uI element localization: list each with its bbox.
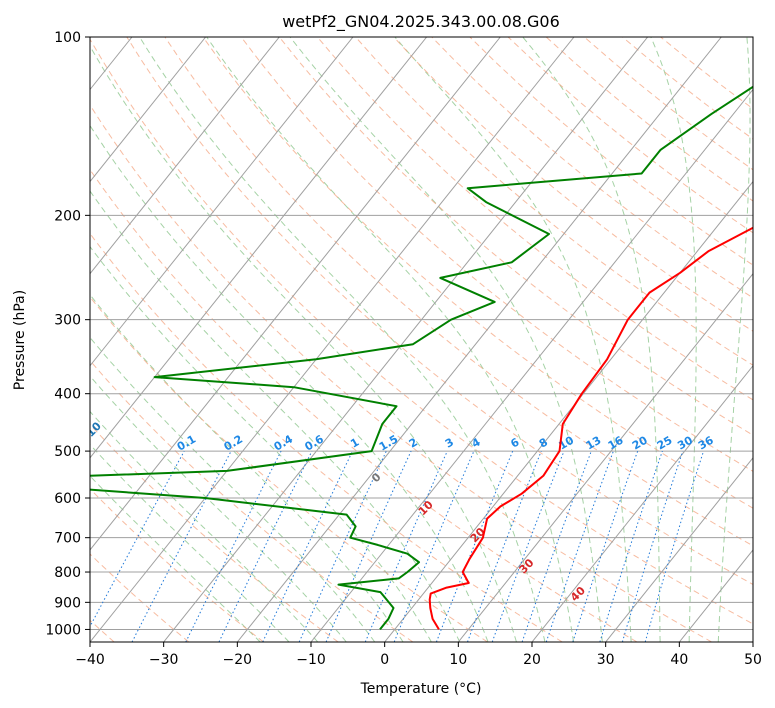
y-tick-label: 200 (54, 208, 81, 224)
moist-adiabat (90, 45, 517, 642)
mixing-ratio-line (599, 450, 663, 642)
y-tick-label: 700 (54, 531, 81, 547)
dry-adiabat (278, 37, 753, 436)
moist-adiabat (289, 37, 603, 642)
mixing-ratio-line (521, 450, 592, 642)
isotherm (90, 37, 354, 367)
moist-adiabat (394, 37, 632, 642)
isotherm (90, 37, 428, 459)
mixing-ratio-line (185, 450, 282, 642)
mixing-ratio-line (325, 450, 412, 642)
dry-adiabat (393, 37, 753, 332)
dry-adiabat (90, 168, 638, 642)
mixing-ratio-lines (90, 450, 705, 642)
mixing-ratio-line (621, 450, 684, 642)
y-tick-label: 400 (54, 387, 81, 403)
dry-adiabat (90, 296, 488, 642)
chart-title: wetPf2_GN04.2025.343.00.08.G06 (282, 12, 560, 32)
moist-adiabat (650, 37, 697, 642)
moist-adiabat (139, 37, 546, 642)
y-tick-label: 800 (54, 565, 81, 581)
mixing-ratio-line (467, 450, 542, 642)
dry-adiabat (317, 37, 753, 401)
isotherm (236, 37, 722, 642)
dry-adiabat (164, 37, 753, 547)
dry-adiabat (90, 104, 712, 642)
y-tick-label: 100 (54, 30, 81, 46)
y-axis-label: Pressure (hPa) (12, 290, 28, 390)
moist-adiabat (90, 475, 261, 642)
isotherm (310, 88, 753, 642)
mixing-ratio-line (90, 450, 185, 628)
dry-adiabat (90, 423, 339, 642)
y-tick-label: 900 (54, 595, 81, 611)
isotherm (90, 37, 575, 642)
moist-adiabats (90, 37, 751, 642)
isotherm (90, 37, 501, 551)
moist-adiabat (90, 245, 432, 642)
profiles (90, 85, 753, 631)
profile-line (428, 226, 753, 630)
x-axis-label: Temperature (°C) (360, 681, 482, 697)
isotherm (163, 37, 649, 642)
moist-adiabat (717, 37, 751, 642)
plot-frame (89, 36, 754, 643)
mixing-ratio-line (491, 450, 565, 642)
isotherm (605, 457, 753, 642)
x-tick-label: 40 (670, 652, 688, 668)
dry-adiabat (90, 553, 190, 642)
isotherms (90, 37, 753, 642)
dry-adiabat (355, 37, 753, 366)
x-tick-label: −20 (223, 652, 253, 668)
dry-adiabat (90, 232, 563, 642)
isotherm (90, 37, 207, 183)
x-tick-label: −30 (149, 652, 179, 668)
isotherm (457, 272, 753, 642)
mixing-ratio-line (364, 450, 448, 642)
x-axis-ticks: −40 −30 −20 −10 0 10 20 30 40 50 (75, 642, 762, 668)
mixing-ratio-line (393, 450, 475, 642)
profile-line (90, 85, 753, 631)
x-tick-label: 20 (523, 652, 541, 668)
dry-adiabat (202, 37, 753, 509)
dry-adiabat (126, 37, 753, 586)
moist-adiabat (90, 336, 376, 642)
moist-adiabat (90, 375, 347, 642)
mixing-ratio-line (644, 450, 705, 642)
x-tick-label: −40 (75, 652, 105, 668)
y-tick-label: 500 (54, 444, 81, 460)
x-tick-label: 30 (597, 652, 615, 668)
moist-adiabat (90, 443, 290, 642)
x-tick-label: 10 (449, 652, 467, 668)
y-tick-label: 300 (54, 313, 81, 329)
isotherm (90, 37, 280, 275)
moist-adiabat (90, 190, 461, 642)
mixing-ratio-line (572, 450, 639, 642)
y-tick-label: 600 (54, 491, 81, 507)
x-tick-label: −10 (296, 652, 326, 668)
moist-adiabat (522, 37, 661, 642)
x-tick-label: 50 (744, 652, 762, 668)
y-axis-ticks: 100 200 300 400 500 600 700 800 900 1000 (45, 30, 90, 638)
isotherm (531, 364, 753, 642)
y-tick-label: 1000 (45, 622, 81, 638)
moist-adiabat (90, 124, 489, 642)
x-tick-label: 0 (380, 652, 389, 668)
isotherm (384, 180, 753, 642)
mixing-ratio-line (545, 450, 614, 642)
mixing-ratio-line (435, 450, 514, 642)
moist-adiabat (90, 294, 404, 642)
